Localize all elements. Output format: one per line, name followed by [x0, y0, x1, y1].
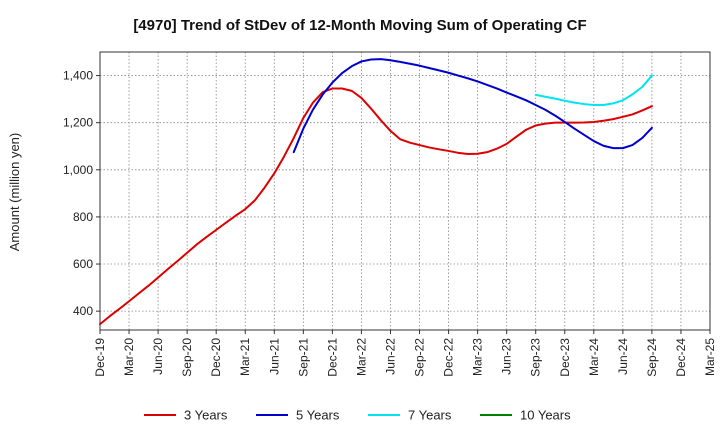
series-line-5-years [292, 58, 653, 154]
x-tick-label: Mar-23 [471, 338, 485, 376]
legend-label: 10 Years [520, 408, 571, 423]
plot-border [99, 51, 711, 331]
x-tick-label: Jun-21 [267, 338, 281, 375]
x-tick-label: Sep-23 [529, 338, 543, 377]
x-tick-label: Mar-21 [238, 338, 252, 376]
x-tick-label: Dec-20 [209, 338, 223, 377]
x-tick-label: Mar-22 [354, 338, 368, 376]
x-axis: Dec-19 Mar-20 Jun-20 Sep-20 Dec-20 Mar-21 Jun-… [93, 330, 717, 377]
y-tick-label: 800 [73, 210, 93, 224]
x-tick-label: Sep-22 [413, 338, 427, 377]
x-tick-label: Mar-25 [703, 338, 717, 376]
y-tick-label: 400 [73, 304, 93, 318]
x-tick-label: Dec-23 [558, 338, 572, 377]
x-tick-label: Dec-22 [442, 338, 456, 377]
plot-background [100, 52, 710, 330]
legend-label: 5 Years [296, 408, 340, 423]
series-layer [99, 58, 653, 326]
y-tick-label: 1,000 [63, 163, 93, 177]
x-tick-label: Sep-20 [180, 338, 194, 377]
x-tick-label: Jun-24 [616, 338, 630, 375]
x-tick-label: Sep-21 [296, 338, 310, 377]
x-tick-label: Sep-24 [645, 338, 659, 377]
x-tick-label: Jun-23 [500, 338, 514, 375]
legend-label: 7 Years [408, 408, 452, 423]
y-tick-label: 1,200 [63, 116, 93, 130]
y-axis-label: Amount (million yen) [7, 133, 22, 252]
x-tick-label: Dec-19 [93, 338, 107, 377]
series-line-7-years [534, 74, 653, 107]
x-tick-label: Jun-20 [151, 338, 165, 375]
x-tick-label: Jun-22 [383, 338, 397, 375]
legend: 3 Years 5 Years 7 Years 10 Years [144, 408, 571, 423]
x-tick-label: Mar-24 [587, 338, 601, 376]
x-tick-label: Dec-24 [674, 338, 688, 377]
plot-area [99, 51, 711, 331]
y-axis: 400 600 800 1,000 1,200 1,400 [63, 69, 100, 318]
legend-label: 3 Years [184, 408, 228, 423]
x-tick-label: Dec-21 [325, 338, 339, 377]
y-tick-label: 600 [73, 257, 93, 271]
series-line-3-years [99, 87, 653, 326]
x-tick-label: Mar-20 [122, 338, 136, 376]
chart-title: [4970] Trend of StDev of 12-Month Moving… [133, 17, 586, 34]
y-tick-label: 1,400 [63, 69, 93, 83]
